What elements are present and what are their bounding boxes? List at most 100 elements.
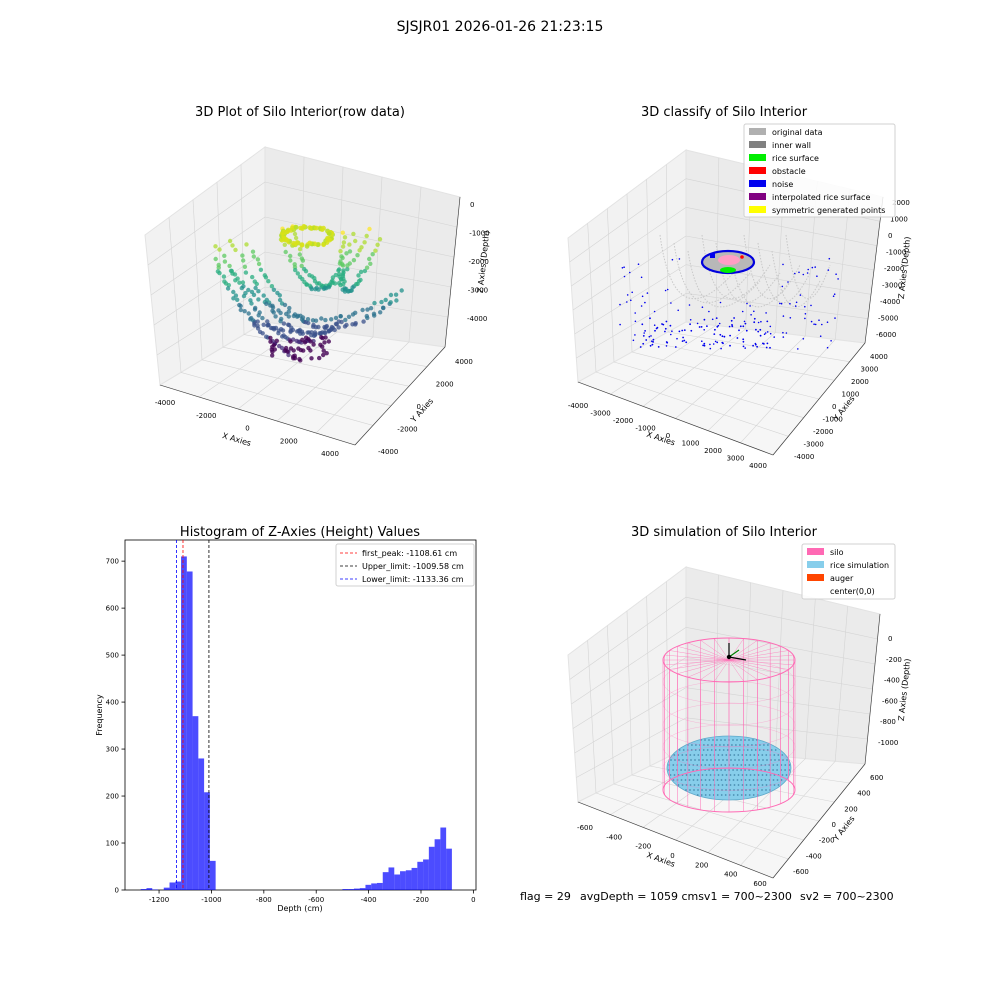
simulation-z-tick-4: -800	[880, 718, 896, 726]
rice-point	[693, 774, 696, 776]
classify-y-tick-3: -1000	[823, 416, 843, 424]
grid-line	[264, 181, 458, 228]
classify-noise-point	[665, 345, 668, 347]
rice-point	[717, 754, 720, 756]
raw-y-tick-3: 2000	[436, 381, 454, 389]
classify-legend-swatch	[749, 141, 766, 148]
raw-point	[261, 293, 266, 298]
raw-point	[276, 331, 281, 336]
raw-point	[330, 275, 336, 280]
rice-point	[774, 749, 777, 751]
raw-bottom-point	[318, 342, 323, 347]
raw-point	[341, 240, 347, 245]
rice-point	[696, 764, 699, 766]
raw-point	[337, 261, 343, 266]
rice-point	[697, 784, 700, 786]
raw-point	[340, 272, 346, 277]
simulation-x-tick-0: -600	[577, 824, 593, 832]
raw-point	[288, 328, 293, 333]
simulation-z-label: Z Axies (Depth)	[897, 658, 913, 721]
grid-line	[153, 251, 266, 326]
raw-bottom-point	[268, 335, 273, 341]
simulation-legend-label: silo	[830, 548, 844, 557]
raw-point	[271, 287, 277, 292]
simulation-silo-wireframe	[662, 637, 796, 813]
raw-z-tick-3: -3000	[468, 287, 488, 295]
simulation-x-axis	[577, 801, 774, 879]
rice-point	[700, 764, 703, 766]
rice-point	[680, 764, 683, 766]
rice-point	[776, 779, 779, 781]
classify-noise-point	[634, 334, 636, 336]
raw-point	[367, 226, 372, 232]
classify-x-tick-1: -3000	[590, 410, 610, 418]
classify-x-ticks: -4000-3000-2000-1000 0 1000 2000 3000 4000	[568, 402, 767, 470]
classify-noise-point	[621, 267, 624, 269]
classify-legend-label: interpolated rice surface	[772, 193, 870, 202]
raw-point	[339, 254, 344, 259]
raw-point	[241, 284, 246, 289]
grid-line	[740, 761, 836, 866]
classify-noise-point	[833, 293, 836, 296]
rice-point	[736, 764, 739, 766]
histogram-bar	[342, 889, 349, 890]
rice-point	[681, 754, 684, 756]
classify-noise-point	[670, 333, 672, 336]
simulation-z-ticks: 0 -200 -400 -600 -800 -1000	[878, 635, 902, 747]
rice-point	[725, 774, 728, 776]
classify-noise-point	[739, 325, 742, 328]
raw-point	[346, 314, 352, 319]
classify-noise-point	[804, 317, 806, 320]
rice-point	[730, 749, 733, 751]
rice-point	[776, 769, 778, 771]
rice-point	[785, 774, 788, 776]
rice-point	[716, 739, 718, 741]
rice-point	[732, 764, 735, 766]
auger-arm-right	[728, 656, 747, 661]
classify-y-tick-2: -2000	[813, 428, 833, 436]
raw-point	[306, 320, 311, 326]
classify-noise-point	[683, 329, 686, 331]
simulation-legend-frame	[801, 543, 896, 600]
simulation-z-tick-3: -600	[882, 697, 898, 705]
raw-z-ticks: 0 -1000 -2000 -3000 -4000	[467, 201, 490, 323]
raw-x-axis	[159, 384, 356, 446]
rice-point	[684, 779, 687, 781]
classify-noise-point	[700, 326, 703, 328]
classify-noise-point	[715, 317, 718, 319]
classify-noise-point	[779, 302, 781, 305]
classify-noise-point	[645, 339, 648, 341]
silo-roof-spoke	[677, 659, 730, 674]
rice-point	[761, 774, 764, 776]
histogram-bar	[371, 883, 377, 890]
rice-point	[678, 749, 681, 751]
silo-roof-spoke	[677, 646, 730, 661]
classify-noise-point	[703, 318, 706, 321]
raw-point	[313, 318, 319, 323]
rice-point	[704, 779, 707, 781]
classify-x-axis	[577, 381, 774, 456]
raw-y-tick-2: 0	[417, 403, 421, 411]
rice-point	[716, 794, 719, 796]
raw-point	[371, 311, 377, 316]
classify-noise-point	[741, 310, 744, 313]
rice-point	[762, 759, 764, 761]
raw-bottom-point	[283, 345, 289, 351]
raw-point	[373, 248, 378, 253]
raw-point	[300, 315, 306, 320]
histogram-bar	[181, 556, 187, 890]
histogram-x-ticks: -1200 -1000 -800 -600 -400 -200 0	[149, 890, 476, 904]
raw-point	[283, 249, 288, 255]
rice-point	[756, 764, 759, 766]
rice-point	[701, 784, 704, 786]
simulation-panel-title: 3D simulation of Silo Interior	[631, 525, 818, 540]
rice-point	[702, 759, 704, 761]
rice-point	[672, 769, 674, 771]
classify-noise-point	[814, 266, 816, 268]
raw-point	[309, 286, 314, 292]
raw-point	[342, 235, 348, 240]
simulation-legend-swatch	[807, 548, 824, 555]
raw-point	[362, 240, 367, 245]
rice-point	[740, 794, 743, 796]
classify-noise-point	[657, 346, 660, 348]
